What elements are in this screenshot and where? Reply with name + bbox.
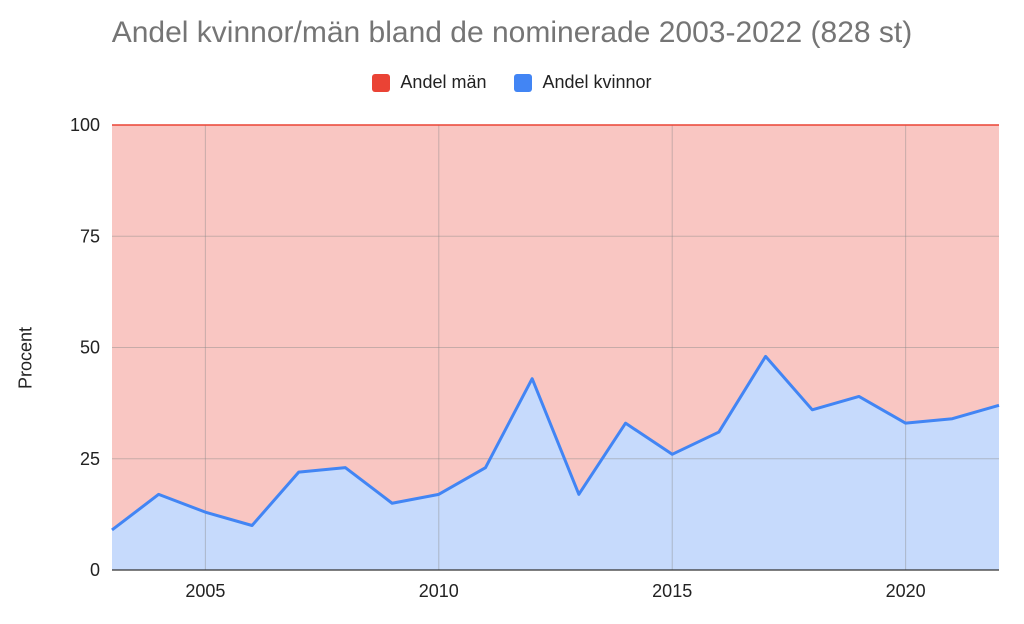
legend-label-men: Andel män <box>400 72 487 92</box>
y-tick-label-25: 25 <box>80 449 100 469</box>
y-tick-label-75: 75 <box>80 226 100 246</box>
legend-label-women: Andel kvinnor <box>542 72 652 92</box>
legend: Andel män Andel kvinnor <box>0 72 1024 93</box>
legend-swatch-women <box>514 73 533 92</box>
series-line-women <box>111 354 1000 532</box>
y-tick-label-0: 0 <box>90 560 100 580</box>
legend-item-men[interactable]: Andel män <box>372 72 486 93</box>
area-women <box>112 356 999 570</box>
chart-title: Andel kvinnor/män bland de nominerade 20… <box>111 16 913 49</box>
legend-swatch-men <box>372 73 391 92</box>
legend-item-women[interactable]: Andel kvinnor <box>514 72 652 93</box>
x-tick-label-2010: 2010 <box>419 581 459 601</box>
x-tick-label-2015: 2015 <box>652 581 692 601</box>
y-tick-label-100: 100 <box>70 115 100 135</box>
x-tick-label-2020: 2020 <box>886 581 926 601</box>
area-men <box>112 125 999 530</box>
x-tick-label-2005: 2005 <box>185 581 225 601</box>
y-tick-label-50: 50 <box>80 338 100 358</box>
